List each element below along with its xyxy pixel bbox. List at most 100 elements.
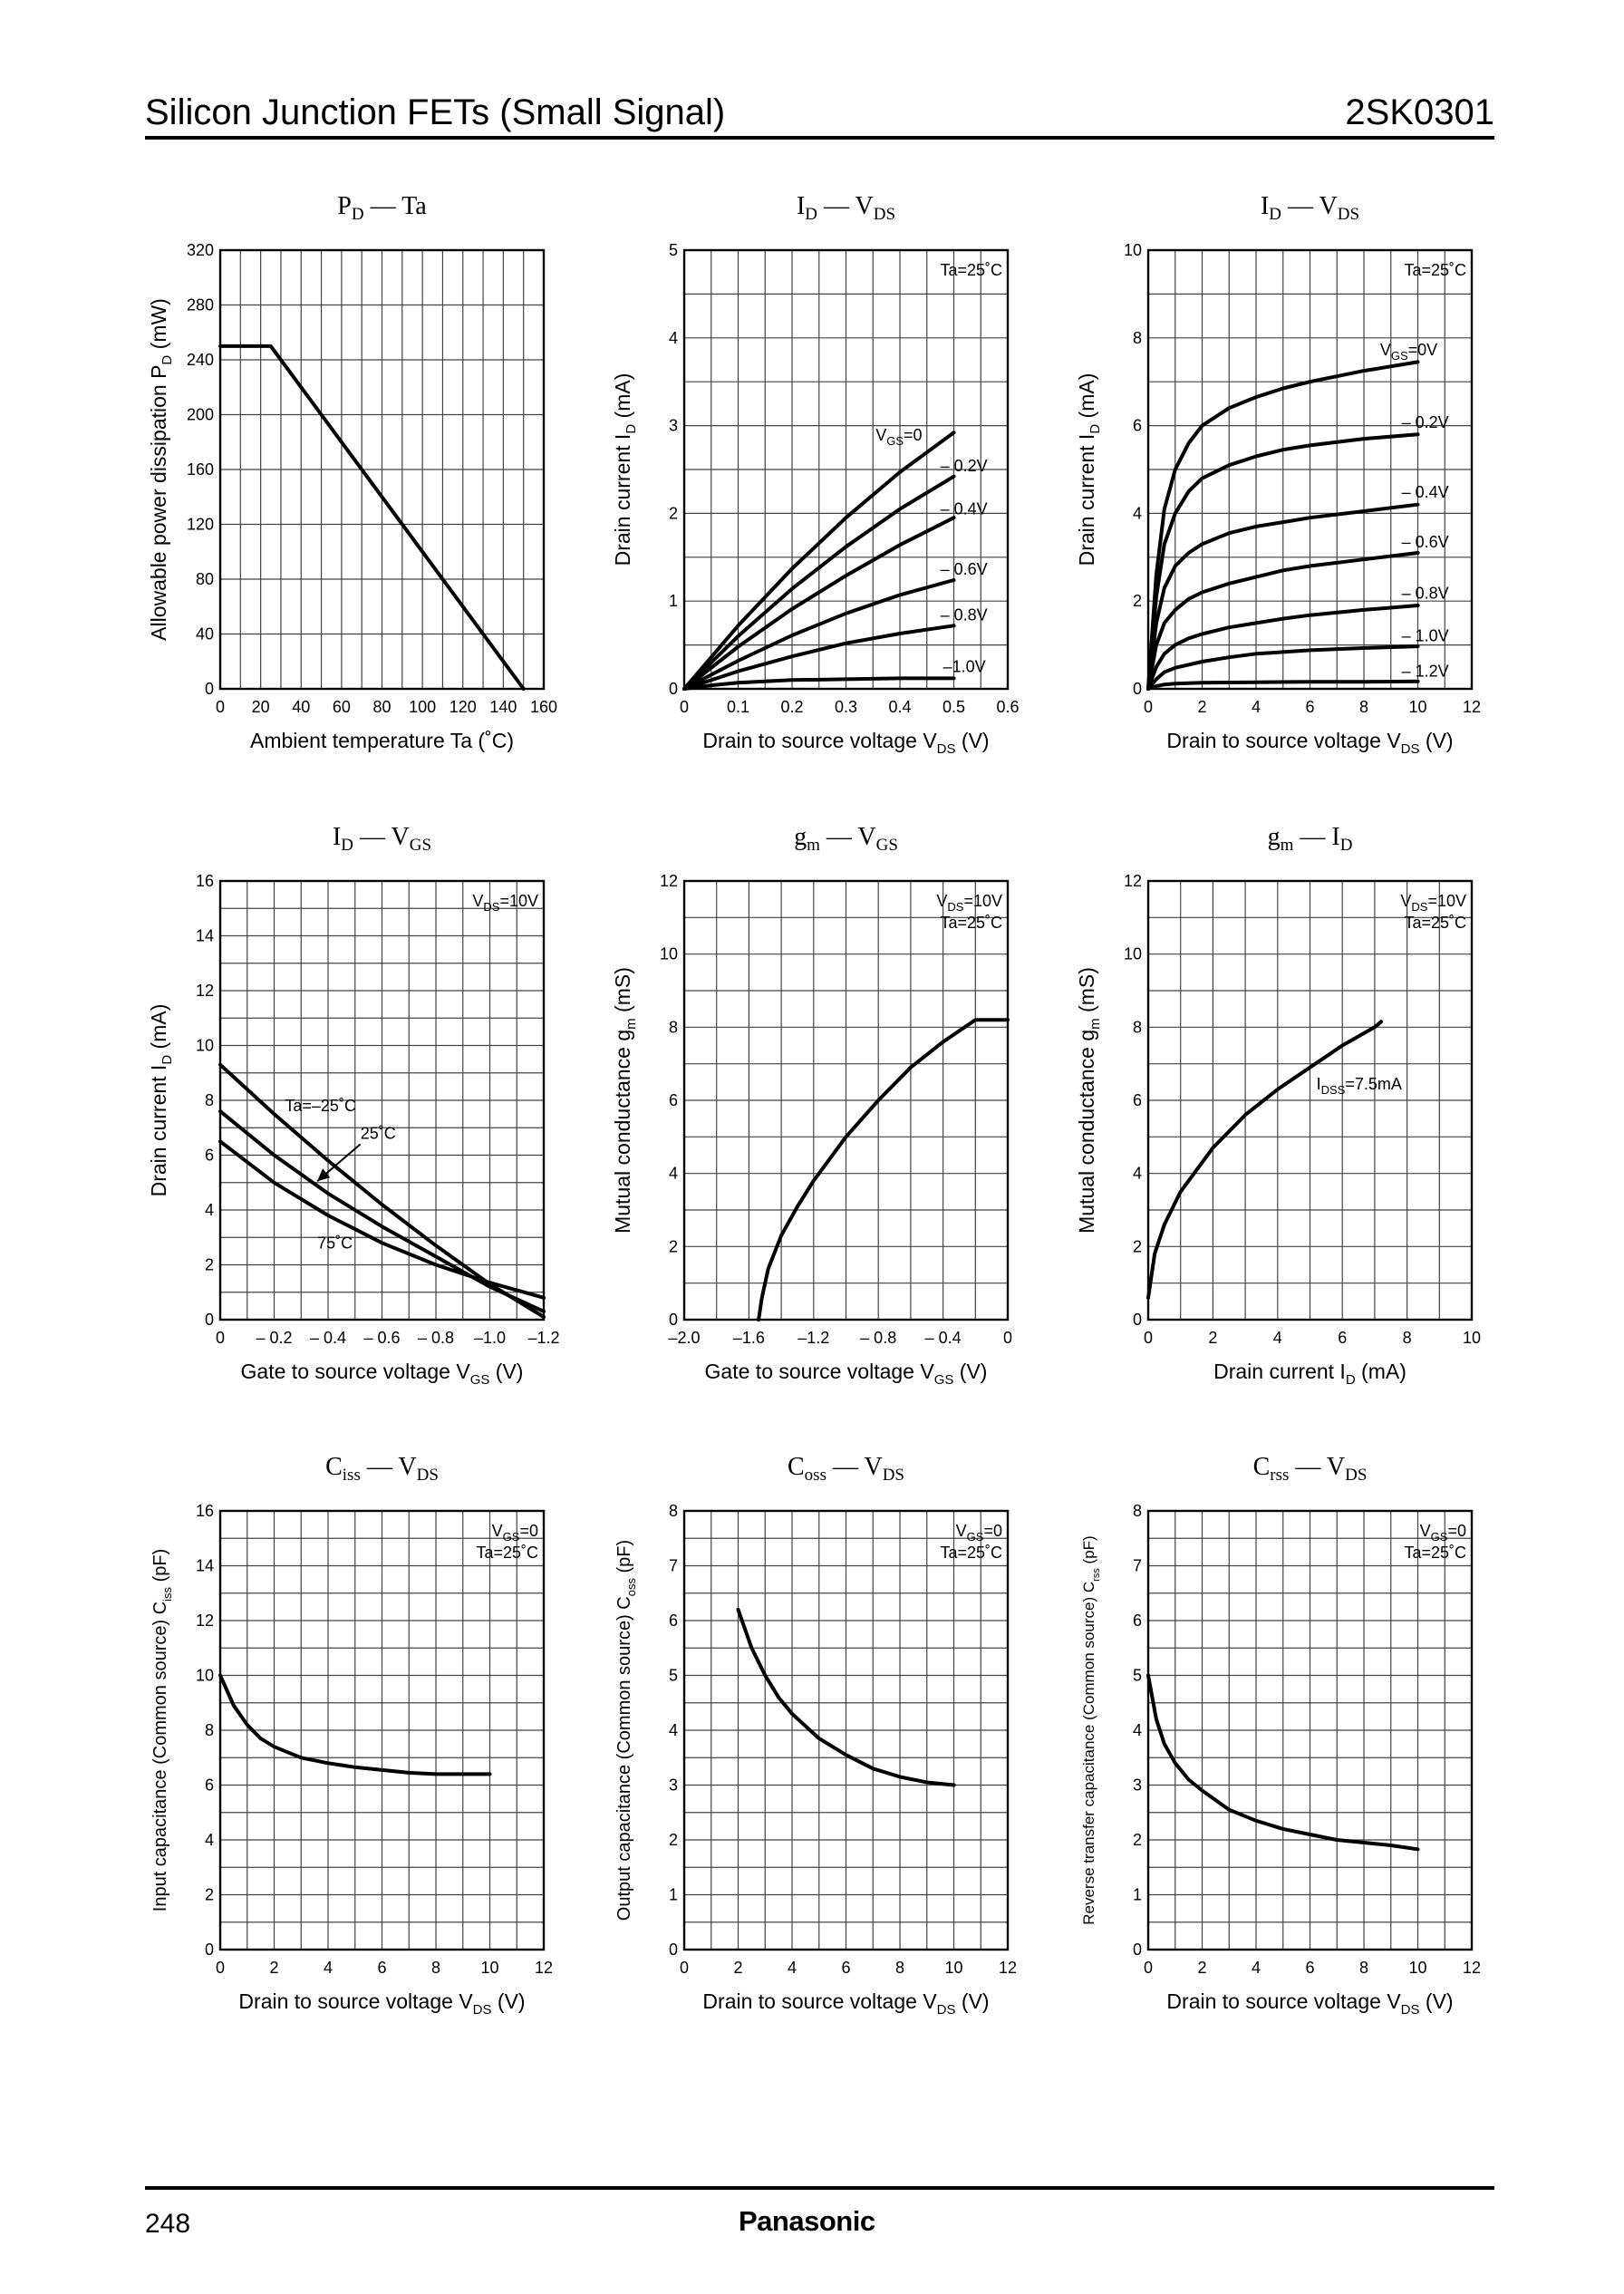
series-line	[682, 516, 956, 691]
y-tick-label: 4	[1133, 504, 1142, 522]
x-tick-label: 0.3	[835, 698, 857, 716]
x-tick-label: 10	[1463, 1329, 1481, 1347]
series-line	[682, 431, 956, 691]
x-tick-label: 0	[216, 698, 225, 716]
series-annotation: – 0.6V	[941, 560, 988, 578]
chart-title: PD — Ta	[337, 192, 427, 224]
y-tick-label: 10	[1124, 241, 1142, 259]
plot-frame	[682, 1509, 1010, 1951]
y-tick-label: 3	[1133, 1776, 1142, 1795]
y-tick-label: 0	[1133, 680, 1142, 698]
series-line	[1146, 604, 1420, 691]
y-tick-label: 8	[205, 1721, 214, 1739]
y-tick-label: 0	[669, 1941, 678, 1959]
x-tick-label: –1.0	[474, 1329, 506, 1347]
y-tick-label: 14	[196, 1557, 214, 1575]
x-tick-label: 100	[409, 698, 436, 716]
y-tick-label: 120	[187, 516, 214, 534]
y-tick-label: 8	[1133, 329, 1142, 347]
series-annotation: – 0.2V	[1402, 413, 1449, 431]
x-tick-label: 10	[480, 1959, 498, 1977]
annotation-arrow-head	[317, 1168, 331, 1182]
header-rule	[145, 136, 1494, 140]
y-axis-label: Input capacitance (Common source) Ciss (…	[150, 1549, 174, 1912]
y-tick-label: 0	[205, 680, 214, 698]
x-tick-label: 160	[530, 698, 557, 716]
y-tick-label: 240	[187, 351, 214, 369]
x-tick-label: 0	[680, 698, 689, 716]
x-tick-label: 0.6	[996, 698, 1019, 716]
y-tick-label: 4	[1133, 1165, 1142, 1183]
y-tick-label: 12	[196, 982, 214, 1000]
x-axis-label: Gate to source voltage VGS (V)	[241, 1360, 524, 1388]
condition-label: VGS=0	[956, 1522, 1002, 1544]
y-tick-label: 0	[1133, 1941, 1142, 1959]
y-tick-label: 7	[669, 1557, 678, 1575]
y-tick-label: 3	[669, 417, 678, 435]
y-tick-label: 3	[669, 1776, 678, 1795]
condition-label: VDS=10V	[1400, 892, 1466, 914]
plot-frame	[218, 248, 546, 691]
y-tick-label: 8	[205, 1091, 214, 1109]
chart-title: gm — ID	[1268, 823, 1353, 855]
condition-label: Ta=25˚C	[1404, 914, 1466, 932]
y-tick-label: 7	[1133, 1557, 1142, 1575]
series-line	[218, 344, 526, 691]
series-line	[1146, 1020, 1383, 1300]
x-tick-label: 80	[372, 698, 391, 716]
series-annotation: –1.0V	[943, 658, 986, 676]
y-tick-label: 6	[669, 1612, 678, 1630]
y-tick-label: 0	[669, 1311, 678, 1329]
y-tick-label: 16	[196, 872, 214, 890]
plot-frame	[1146, 1509, 1474, 1951]
series-annotation: 75˚C	[317, 1234, 353, 1252]
condition-label: VGS=0	[492, 1522, 538, 1544]
y-axis-label: Allowable power dissipation PD (mW)	[147, 298, 175, 641]
y-tick-label: 6	[1133, 1612, 1142, 1630]
x-tick-label: 12	[535, 1959, 553, 1977]
x-axis-label: Ambient temperature Ta (˚C)	[250, 729, 514, 752]
y-tick-label: 5	[1133, 1667, 1142, 1685]
plot-frame	[682, 248, 1010, 691]
x-tick-label: 0.4	[888, 698, 911, 716]
series-line	[682, 578, 956, 691]
chart-id-vgs: 0 – 0.2 – 0.4 – 0.6 – 0.8 –1.0 –1.2 0 2 4 6 8 10 12 14…	[147, 823, 560, 1388]
x-tick-label: 6	[1305, 1959, 1314, 1977]
series-annotation: – 0.8V	[941, 605, 988, 624]
x-tick-label: 4	[1252, 1959, 1261, 1977]
x-tick-label: 0.5	[942, 698, 965, 716]
x-tick-label: –1.2	[527, 1329, 559, 1347]
x-tick-label: –2.0	[668, 1329, 700, 1347]
x-tick-label: – 0.6	[363, 1329, 400, 1347]
series-line	[682, 676, 956, 691]
x-tick-label: – 0.8	[418, 1329, 454, 1347]
y-tick-label: 6	[669, 1091, 678, 1109]
x-tick-label: 4	[1273, 1329, 1282, 1347]
x-tick-label: 8	[1359, 698, 1368, 716]
condition-label: Ta=25˚C	[1404, 1544, 1466, 1562]
x-tick-label: 40	[292, 698, 310, 716]
x-tick-label: 60	[333, 698, 351, 716]
y-tick-label: 2	[1133, 592, 1142, 610]
y-tick-label: 2	[669, 1831, 678, 1849]
x-axis-label: Gate to source voltage VGS (V)	[705, 1360, 988, 1388]
x-tick-label: 12	[1463, 1959, 1481, 1977]
x-tick-label: – 0.2	[256, 1329, 292, 1347]
y-tick-label: 0	[1133, 1311, 1142, 1329]
plot-frame	[218, 879, 546, 1321]
chart-pd-ta: 0 20 40 60 80 100 120 140 160 0 40 80 120 160 200 240 28…	[147, 192, 557, 752]
series-annotation: – 0.4V	[1402, 483, 1449, 501]
chart-title: Coss — VDS	[788, 1453, 904, 1485]
x-tick-label: 0	[1144, 698, 1153, 716]
y-tick-label: 40	[196, 625, 214, 644]
series-annotation: VGS=0	[875, 426, 922, 448]
series-annotation: IDSS=7.5mA	[1317, 1075, 1402, 1097]
y-tick-label: 1	[669, 592, 678, 610]
y-axis-label: Output capacitance (Common source) Coss …	[614, 1540, 638, 1921]
plot-frame	[1146, 879, 1474, 1321]
x-tick-label: 8	[895, 1959, 904, 1977]
x-tick-label: 8	[1359, 1959, 1368, 1977]
x-tick-label: 0	[1003, 1329, 1012, 1347]
x-axis-label: Drain to source voltage VDS (V)	[238, 1989, 525, 2018]
